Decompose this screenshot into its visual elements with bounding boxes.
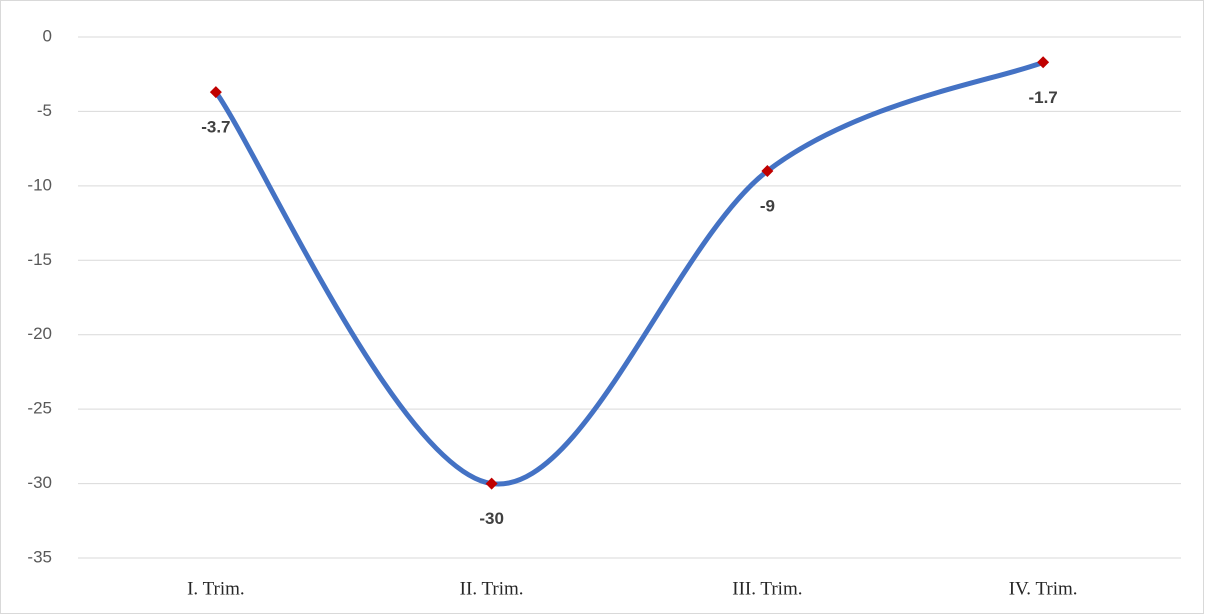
data-marker [485,477,498,490]
data-line [213,59,1046,487]
x-tick-label: II. Trim. [460,578,524,599]
data-marker [209,86,222,99]
y-tick-label: -10 [27,175,52,194]
data-label: -3.7 [201,118,230,137]
y-tick-label: -35 [27,547,52,566]
y-tick-label: -30 [27,473,52,492]
x-tick-label: IV. Trim. [1009,578,1078,599]
x-tick-label: I. Trim. [187,578,245,599]
data-label: -30 [479,509,504,528]
y-tick-label: 0 [43,26,52,45]
data-label: -1.7 [1028,88,1057,107]
y-tick-label: -25 [27,399,52,418]
x-tick-label: III. Trim. [732,578,802,599]
y-tick-label: -5 [37,101,52,120]
y-tick-label: -15 [27,250,52,269]
data-label: -9 [760,196,775,215]
y-tick-label: -20 [27,324,52,343]
data-marker [761,164,774,177]
data-marker [1037,56,1050,69]
